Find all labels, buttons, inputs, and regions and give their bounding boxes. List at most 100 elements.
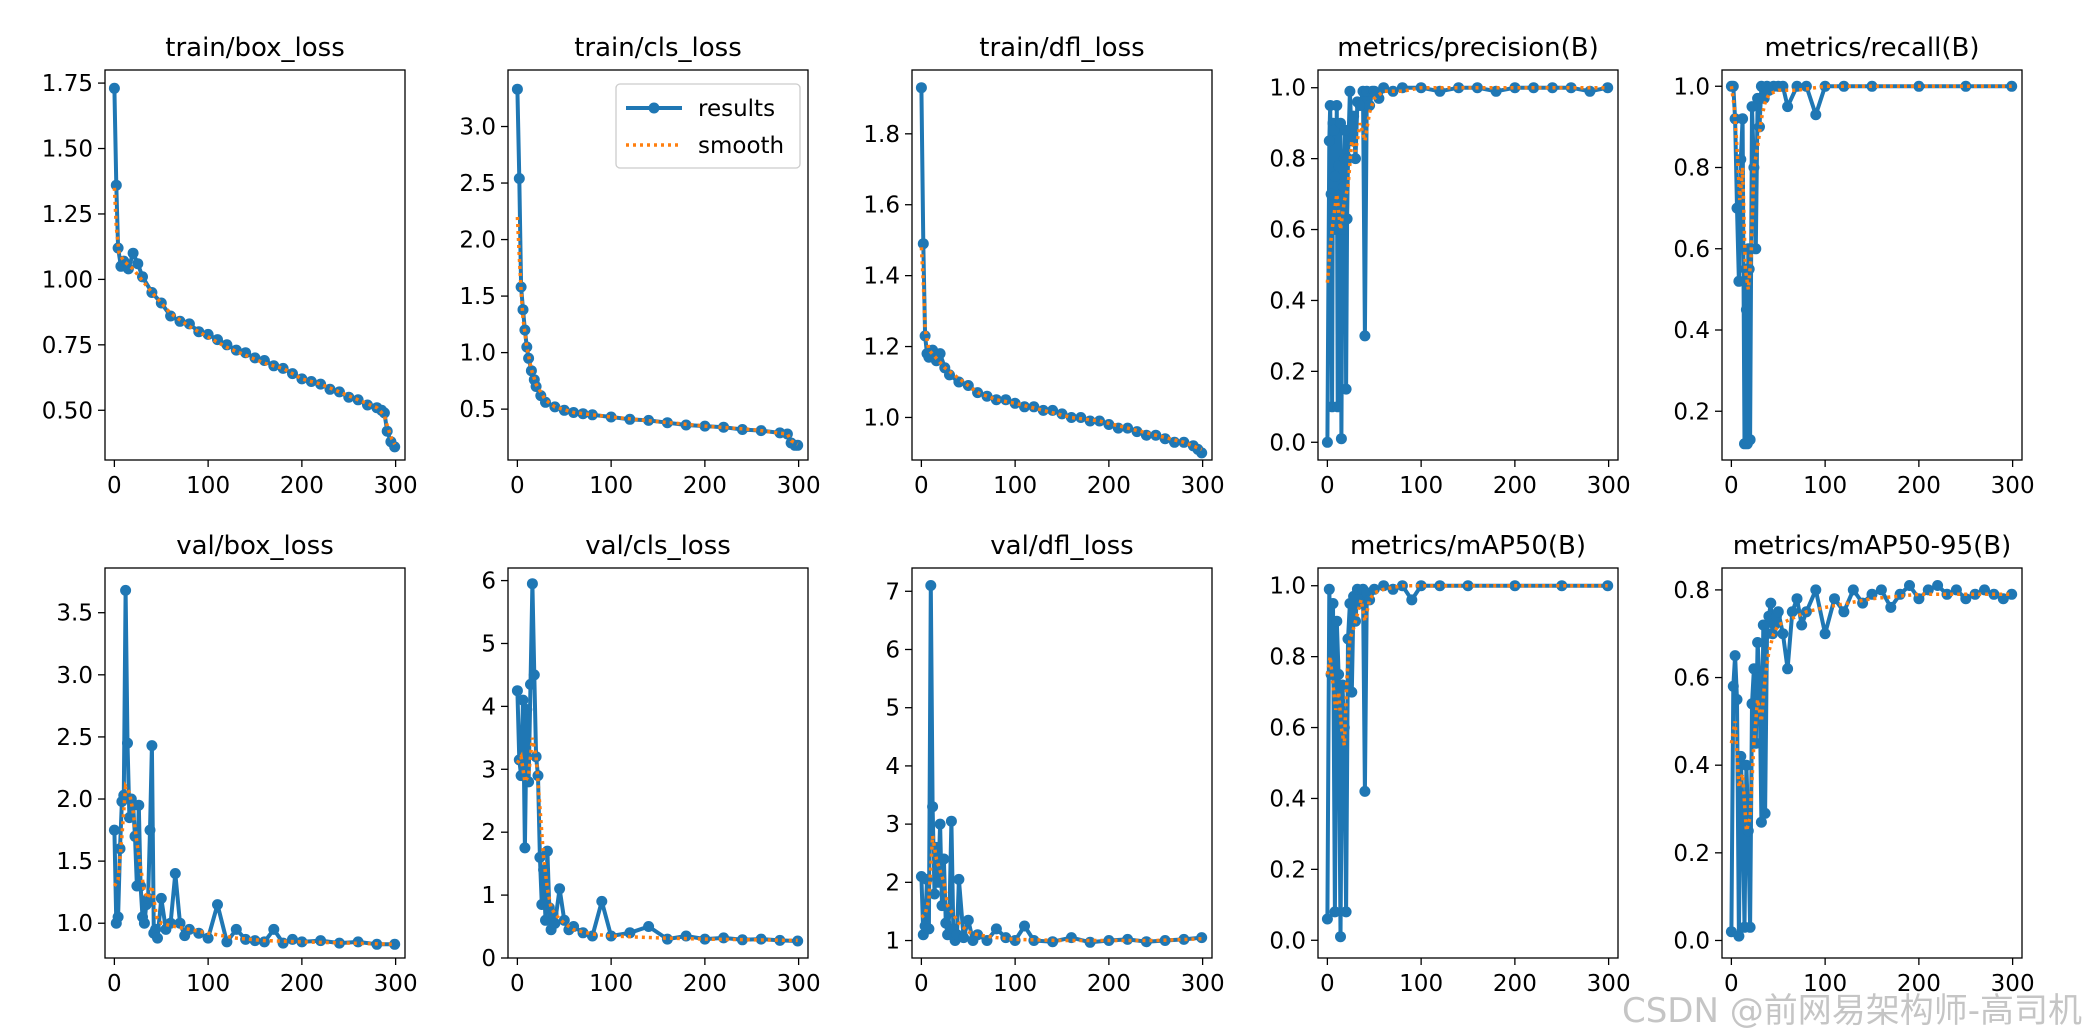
y-tick-label: 0.6: [1269, 716, 1306, 742]
results-point: [155, 297, 167, 309]
results-point: [1733, 930, 1745, 942]
results-point: [944, 369, 955, 381]
series-group: [1321, 580, 1614, 943]
plot-area: [508, 568, 808, 958]
results-point: [1339, 124, 1351, 136]
results-point: [1354, 100, 1366, 111]
results-point: [1731, 694, 1743, 705]
y-tick-label: 2.5: [459, 171, 496, 197]
y-tick-label: 4: [481, 694, 496, 720]
x-tick-label: 200: [1493, 473, 1537, 499]
series-group: [1725, 580, 2018, 942]
x-tick-label: 0: [510, 473, 525, 499]
y-tick-label: 1.0: [1269, 76, 1306, 102]
results-point: [568, 921, 580, 932]
results-point: [1941, 588, 1953, 600]
results-point: [1323, 583, 1335, 595]
y-tick-label: 0.4: [1269, 786, 1306, 812]
results-point: [541, 845, 553, 857]
x-tick-label: 300: [374, 473, 418, 499]
x-tick-label: 300: [374, 971, 418, 997]
y-tick-label: 3.0: [459, 115, 496, 141]
y-tick-label: 6: [885, 637, 900, 663]
results-point: [169, 868, 181, 879]
results-point: [1406, 594, 1418, 606]
legend: results smooth: [615, 83, 801, 169]
results-point: [2006, 588, 2018, 600]
results-point: [1509, 82, 1521, 94]
results-point: [1791, 593, 1803, 605]
results-point: [122, 263, 134, 275]
results-point: [268, 923, 280, 935]
series-group: [915, 82, 1208, 459]
results-point: [513, 173, 525, 184]
results-point: [680, 930, 692, 942]
y-tick-label: 0.8: [1673, 156, 1710, 182]
results-point: [120, 584, 132, 596]
results-point: [519, 842, 531, 854]
results-point: [1453, 82, 1465, 94]
y-tick-label: 5: [885, 696, 900, 722]
x-tick-label: 200: [683, 473, 727, 499]
x-tick-label: 200: [1493, 971, 1537, 997]
y-tick-label: 0.2: [1673, 399, 1710, 425]
results-point: [1746, 101, 1758, 113]
chart-title: metrics/mAP50-95(B): [1733, 531, 2012, 561]
results-point: [1875, 584, 1887, 596]
chart-title: val/dfl_loss: [990, 531, 1133, 561]
axes-frame: [507, 69, 809, 461]
subplot-10: metrics/mAP50-95(B) 0 100 200 300 0.0 0.2 0.4 0.…: [1673, 531, 2034, 997]
results-point: [1847, 584, 1859, 596]
results-point: [1810, 109, 1822, 121]
results-point: [1786, 606, 1798, 618]
y-tick-label: 0.2: [1673, 841, 1710, 867]
results-point: [114, 843, 126, 855]
y-tick-label: 1.0: [1269, 574, 1306, 600]
series-group: [108, 584, 401, 950]
chart-title: metrics/mAP50(B): [1350, 531, 1586, 561]
y-tick-label: 5: [481, 631, 496, 657]
chart-title: metrics/recall(B): [1765, 33, 1980, 63]
results-point: [1584, 85, 1596, 97]
results-point: [934, 348, 946, 360]
results-point: [1960, 593, 1972, 605]
x-tick-label: 200: [280, 473, 324, 499]
chart-title: val/cls_loss: [585, 531, 731, 561]
y-tick-label: 1.75: [42, 71, 93, 97]
x-tick-label: 300: [1991, 473, 2035, 499]
x-tick-label: 100: [186, 473, 230, 499]
legend-results-marker: [648, 102, 660, 114]
y-tick-label: 1.8: [863, 122, 900, 148]
results-point: [1757, 619, 1769, 631]
results-point: [1932, 580, 1944, 591]
results-point: [122, 737, 133, 749]
results-point: [1328, 124, 1340, 136]
results-point: [1359, 785, 1371, 797]
results-point: [1746, 698, 1758, 710]
results-point: [296, 936, 308, 948]
results-point: [932, 876, 944, 888]
results-point: [517, 694, 529, 706]
series-group: [511, 578, 804, 947]
y-tick-label: 1.2: [863, 335, 900, 361]
x-tick-label: 100: [993, 473, 1037, 499]
series-group: [1321, 82, 1614, 448]
y-tick-label: 1.6: [863, 193, 900, 219]
x-tick-label: 100: [1803, 473, 1847, 499]
plot-area: [105, 70, 405, 460]
results-point: [1344, 85, 1356, 97]
y-tick-label: 0.4: [1673, 318, 1710, 344]
smooth-series-line: [515, 737, 798, 943]
axes-frame: [1721, 69, 2023, 461]
results-point: [155, 892, 167, 904]
legend-smooth-label: smooth: [698, 133, 784, 159]
results-point: [1765, 597, 1777, 609]
results-point: [212, 899, 223, 911]
results-point: [108, 824, 120, 836]
results-point: [1744, 921, 1756, 933]
subplot-9: metrics/mAP50(B) 0 100 200 300 0.0 0.2 0.4 0.6 0.…: [1269, 531, 1630, 997]
results-point: [605, 930, 617, 942]
results-point: [528, 669, 540, 681]
y-tick-label: 0.8: [1269, 645, 1306, 671]
